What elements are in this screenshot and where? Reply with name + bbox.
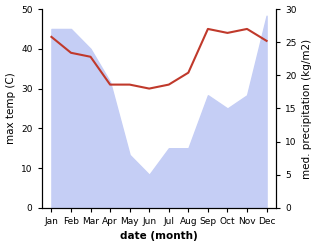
- X-axis label: date (month): date (month): [120, 231, 198, 242]
- Y-axis label: med. precipitation (kg/m2): med. precipitation (kg/m2): [302, 38, 313, 179]
- Y-axis label: max temp (C): max temp (C): [5, 73, 16, 144]
